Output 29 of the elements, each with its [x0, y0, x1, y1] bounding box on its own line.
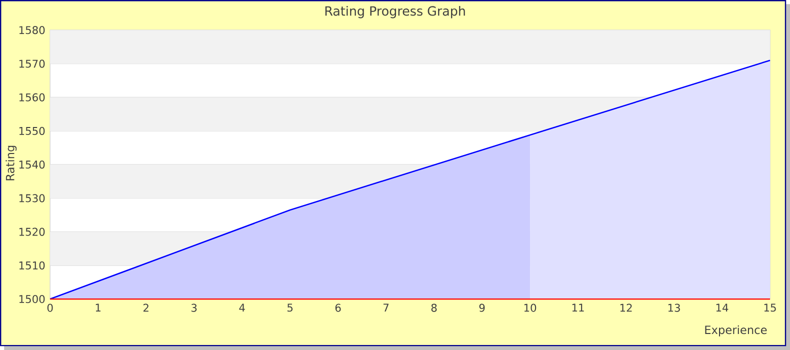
y-tick-label: 1580 — [19, 26, 45, 34]
x-tick-label: 8 — [431, 304, 437, 312]
x-axis-title: Experience — [705, 325, 767, 336]
x-tick-label: 9 — [479, 304, 485, 312]
y-tick-label: 1530 — [19, 194, 45, 202]
x-tick-label: 13 — [668, 304, 680, 312]
x-tick-label: 2 — [143, 304, 148, 312]
line-series — [49, 60, 771, 300]
x-tick-label: 10 — [524, 304, 536, 312]
x-tick-label: 0 — [47, 304, 53, 312]
y-axis-title: Rating — [6, 146, 17, 180]
x-tick-label: 4 — [239, 304, 245, 312]
x-tick-label: 11 — [572, 304, 584, 312]
x-tick-label: 5 — [287, 304, 293, 312]
y-tick-label: 1560 — [19, 93, 45, 102]
y-tick-label: 1540 — [19, 160, 45, 169]
y-tick-label: 1510 — [19, 261, 45, 270]
y-tick-label: 1520 — [19, 228, 45, 236]
y-tick-label: 1550 — [19, 126, 45, 135]
chart-title: Rating Progress Graph — [325, 6, 465, 18]
x-tick-label: 15 — [764, 304, 776, 312]
x-tick-label: 7 — [384, 304, 389, 312]
x-tick-label: 1 — [96, 304, 100, 312]
x-tick-label: 3 — [192, 304, 197, 312]
y-tick-label: 1500 — [19, 294, 45, 304]
y-tick-label: 1570 — [19, 60, 45, 68]
x-tick-label: 14 — [716, 304, 728, 312]
x-tick-label: 12 — [620, 304, 632, 312]
x-tick-label: 6 — [335, 304, 341, 312]
